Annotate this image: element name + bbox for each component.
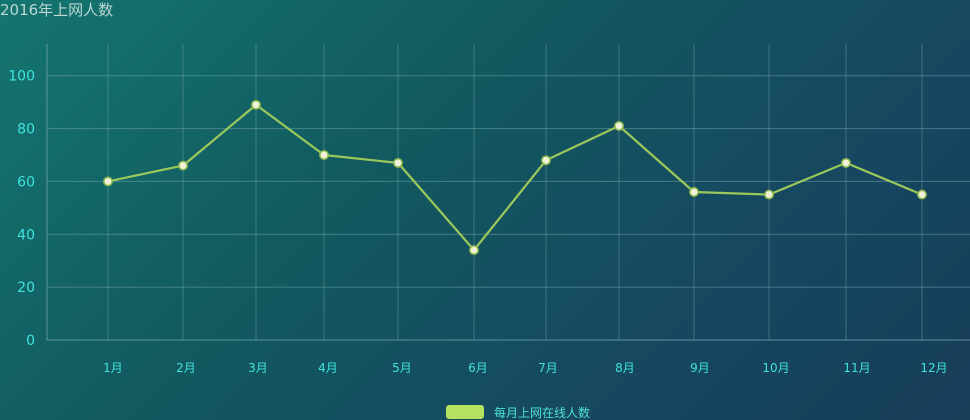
x-tick-label: 11月: [843, 361, 870, 375]
x-tick-label: 10月: [762, 361, 789, 375]
data-point: [541, 155, 551, 166]
data-point: [614, 120, 624, 131]
series-line: [107, 103, 923, 252]
data-point: [469, 245, 479, 256]
y-tick-label: 20: [17, 280, 35, 296]
data-point: [103, 176, 113, 187]
legend-swatch: [446, 405, 484, 419]
x-tick-label: 2月: [176, 361, 196, 375]
data-point: [841, 157, 851, 168]
x-tick-label: 7月: [538, 361, 558, 375]
y-tick-label: 100: [8, 69, 35, 85]
axes: [46, 44, 970, 341]
legend[interactable]: 每月上网在线人数: [446, 404, 590, 420]
x-tick-label: 4月: [318, 361, 338, 375]
x-tick-label: 12月: [920, 361, 947, 375]
x-tick-label: 3月: [248, 361, 268, 375]
data-point: [319, 150, 329, 160]
y-tick-label: 40: [17, 227, 35, 243]
data-point: [689, 187, 699, 197]
data-point: [764, 189, 774, 200]
data-points: [103, 99, 927, 256]
grid-lines: [47, 44, 970, 340]
series-lines: [107, 103, 923, 252]
x-tick-label: 9月: [690, 361, 710, 375]
y-tick-label: 80: [17, 122, 35, 138]
x-tick-labels: 1月 2月 3月 4月 5月 6月 7月 8月 9月 10月 11月 12月: [103, 361, 947, 375]
x-tick-label: 8月: [615, 361, 635, 375]
y-tick-label: 60: [17, 174, 35, 190]
y-tick-labels: 0 20 40 60 80 100: [8, 69, 35, 349]
x-tick-label: 6月: [468, 361, 488, 375]
y-tick-label: 0: [26, 333, 35, 349]
legend-label: 每月上网在线人数: [494, 405, 591, 420]
x-tick-label: 5月: [392, 361, 412, 375]
data-point: [251, 99, 261, 110]
data-point: [178, 160, 188, 171]
data-point: [393, 157, 403, 168]
x-tick-label: 1月: [103, 361, 123, 375]
chart-title: 2016年上网人数: [0, 1, 114, 19]
data-point: [917, 189, 927, 200]
